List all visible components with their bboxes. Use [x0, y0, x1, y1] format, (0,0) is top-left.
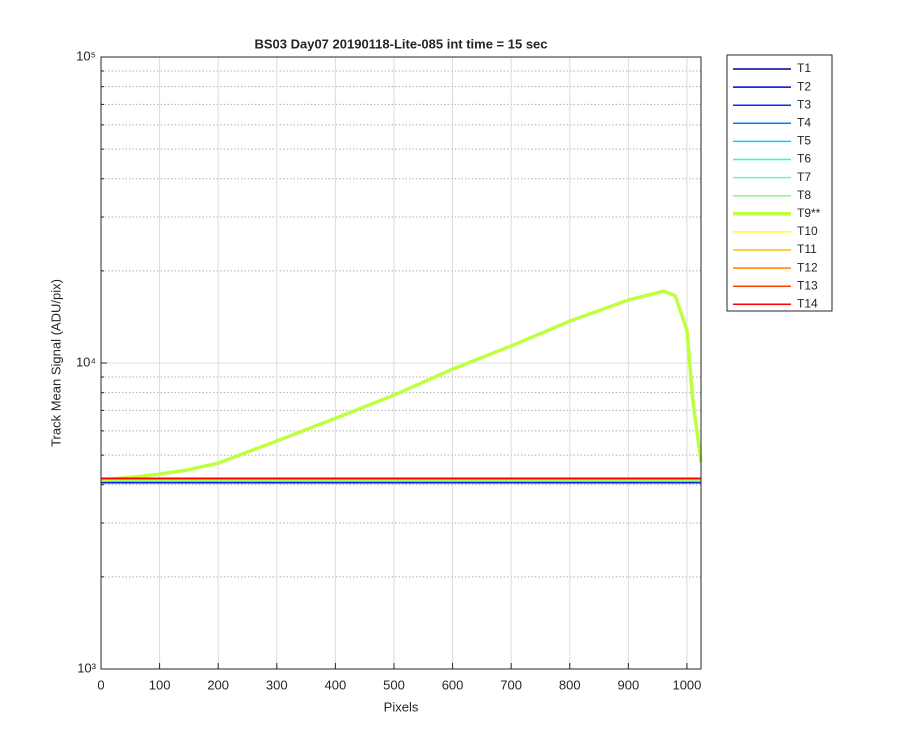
series-line [100, 289, 703, 482]
legend-label: T11 [797, 242, 817, 256]
legend-label: T1 [797, 61, 811, 75]
x-tick-label: 300 [266, 677, 288, 692]
legend-label: T10 [797, 224, 818, 238]
x-tick-label: 1000 [672, 677, 701, 692]
chart-title: BS03 Day07 20190118-Lite-085 int time = … [254, 36, 547, 51]
legend-label: T4 [797, 115, 811, 129]
y-tick-label: 10⁵ [76, 48, 96, 63]
legend-label: T3 [797, 97, 811, 111]
y-tick-label: 10⁴ [76, 354, 96, 369]
x-tick-label: 700 [500, 677, 522, 692]
lines [100, 289, 703, 484]
ticks: 0 100 200 300 400 500 600 700 800 900 1000 10³ 10⁴ 10… [76, 48, 701, 692]
x-tick-label: 400 [325, 677, 347, 692]
legend-label: T6 [797, 152, 811, 166]
legend-label: T9** [797, 206, 821, 220]
x-tick-label: 100 [149, 677, 171, 692]
x-tick-label: 900 [617, 677, 639, 692]
legend-label: T13 [797, 278, 818, 292]
legend-label: T14 [797, 296, 818, 310]
legend-label: T7 [797, 170, 811, 184]
x-tick-label: 800 [559, 677, 581, 692]
y-axis-label: Track Mean Signal (ADU/pix) [48, 279, 63, 447]
y-tick-label: 10³ [77, 660, 96, 675]
x-axis-label: Pixels [384, 699, 419, 714]
legend-label: T12 [797, 260, 818, 274]
legend-label: T8 [797, 188, 811, 202]
x-tick-label: 200 [207, 677, 229, 692]
x-tick-label: 500 [383, 677, 405, 692]
legend: T1 T2 T3 T4 T5 T6 T7 T8 T9** T10 T11 T12 T13 T14 [733, 61, 821, 310]
x-tick-label: 0 [97, 677, 104, 692]
legend-label: T5 [797, 134, 811, 148]
legend-label: T2 [797, 79, 811, 93]
x-tick-label: 600 [442, 677, 464, 692]
